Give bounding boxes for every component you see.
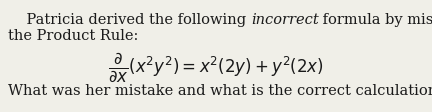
Text: Patricia derived the following: Patricia derived the following (8, 13, 251, 27)
Text: the Product Rule:: the Product Rule: (8, 29, 138, 43)
Text: incorrect: incorrect (251, 13, 318, 27)
Text: What was her mistake and what is the correct calculation?: What was her mistake and what is the cor… (8, 84, 432, 98)
Text: $\dfrac{\partial}{\partial x}(x^2y^2) = x^2(2y) + y^2(2x)$: $\dfrac{\partial}{\partial x}(x^2y^2) = … (108, 50, 324, 84)
Text: formula by misapplying: formula by misapplying (318, 13, 432, 27)
